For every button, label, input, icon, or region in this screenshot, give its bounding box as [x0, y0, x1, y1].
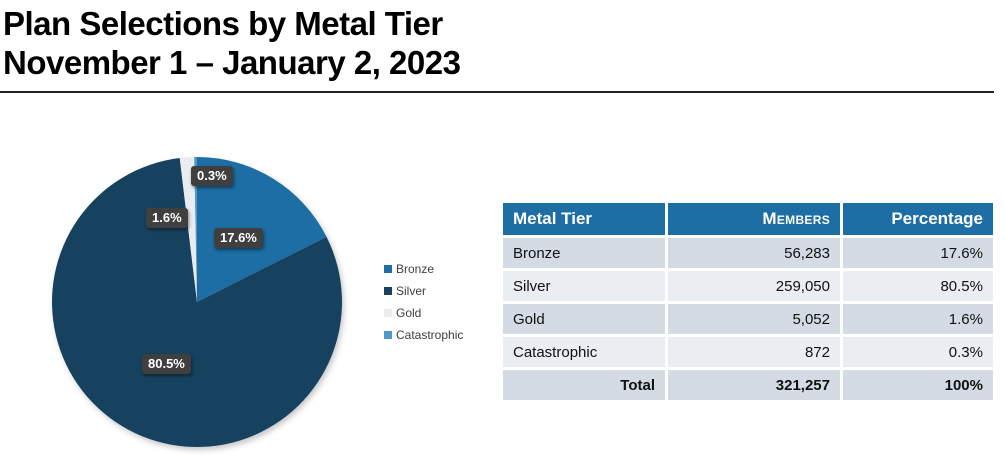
- pie-slice-silver: [52, 158, 343, 447]
- data-label-catastrophic: 0.3%: [191, 166, 233, 186]
- legend-swatch-catastrophic-icon: [384, 331, 392, 339]
- pie-slice-catastrophic: [194, 157, 197, 302]
- legend-item-silver: Silver: [384, 280, 463, 302]
- legend-item-bronze: Bronze: [384, 258, 463, 280]
- cell-silver-members: 259,050: [668, 271, 840, 301]
- cell-bronze-tier: Bronze: [503, 238, 665, 268]
- header-cell-metal-tier: Metal Tier: [503, 203, 665, 235]
- cell-catastrophic-percentage: 0.3%: [843, 337, 993, 367]
- cell-bronze-members: 56,283: [668, 238, 840, 268]
- page-title-line1: Plan Selections by Metal Tier: [3, 5, 443, 42]
- title-underline: [0, 91, 994, 93]
- legend-label-silver: Silver: [396, 284, 427, 298]
- page-title-line2: November 1 – January 2, 2023: [3, 44, 461, 81]
- legend-swatch-gold-icon: [384, 309, 392, 317]
- legend-swatch-silver-icon: [384, 287, 392, 295]
- header-cell-members: Members: [668, 203, 840, 235]
- data-label-bronze: 17.6%: [214, 228, 263, 248]
- header-cell-percentage: Percentage: [843, 203, 993, 235]
- page-title: Plan Selections by Metal Tier November 1…: [3, 4, 461, 82]
- cell-catastrophic-tier: Catastrophic: [503, 337, 665, 367]
- data-label-gold: 1.6%: [146, 208, 188, 228]
- legend-label-bronze: Bronze: [396, 262, 435, 276]
- cell-catastrophic-members: 872: [668, 337, 840, 367]
- legend-label-gold: Gold: [396, 306, 422, 320]
- cell-total-percentage: 100%: [843, 370, 993, 400]
- cell-silver-tier: Silver: [503, 271, 665, 301]
- cell-gold-tier: Gold: [503, 304, 665, 334]
- cell-total-members: 321,257: [668, 370, 840, 400]
- cell-gold-percentage: 1.6%: [843, 304, 993, 334]
- legend-item-gold: Gold: [384, 302, 463, 324]
- data-label-silver: 80.5%: [142, 354, 191, 374]
- legend-item-catastrophic: Catastrophic: [384, 324, 463, 346]
- legend-label-catastrophic: Catastrophic: [396, 328, 464, 342]
- cell-bronze-percentage: 17.6%: [843, 238, 993, 268]
- cell-gold-members: 5,052: [668, 304, 840, 334]
- cell-silver-percentage: 80.5%: [843, 271, 993, 301]
- metal-tier-table: Metal Tier Members Percentage Bronze 56,…: [503, 203, 993, 400]
- pie-slice-gold: [179, 157, 197, 302]
- pie-legend: Bronze Silver Gold Catastrophic: [384, 258, 463, 346]
- pie-chart-svg: [52, 157, 343, 447]
- legend-swatch-bronze-icon: [384, 265, 392, 273]
- cell-total-label: Total: [503, 370, 665, 400]
- pie-chart: [47, 152, 347, 452]
